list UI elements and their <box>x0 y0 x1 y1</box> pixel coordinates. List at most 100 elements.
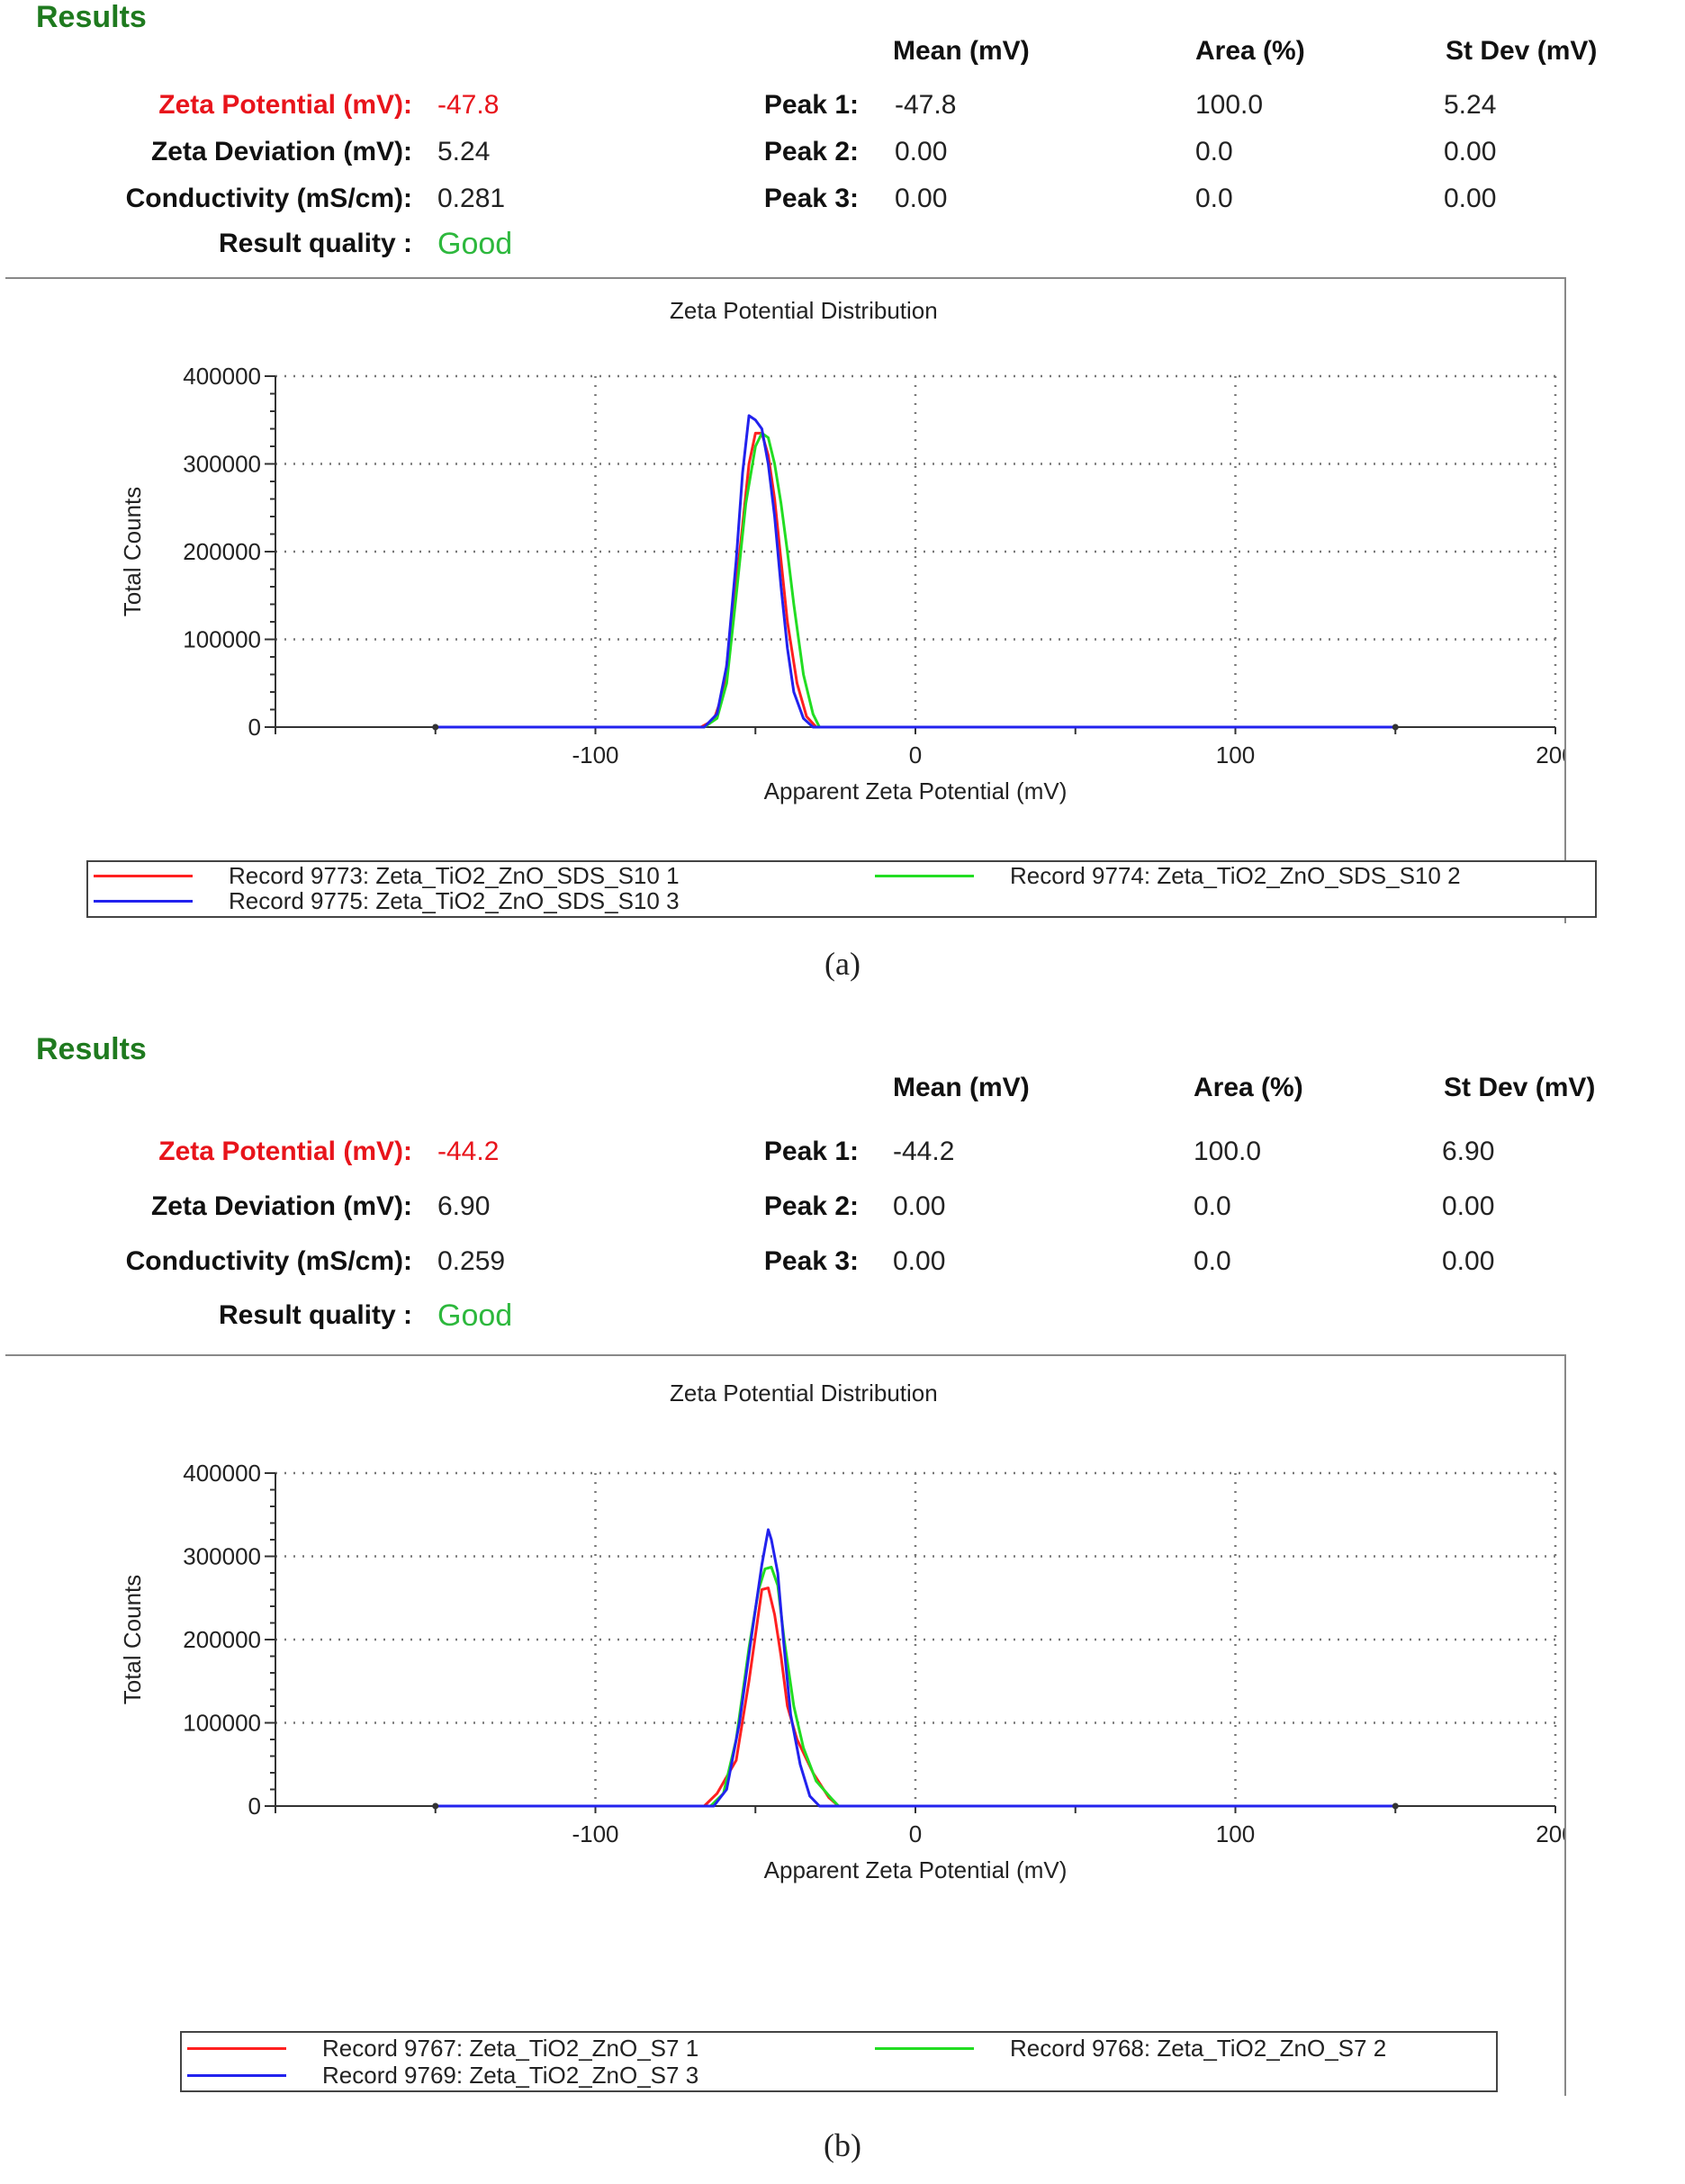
peak-2-label: Peak 2: <box>763 1191 859 1221</box>
legend-item: Record 9775: Zeta_TiO2_ZnO_SDS_S10 3 <box>94 887 904 914</box>
zeta-distribution-chart: 0 100000 200000 300000 400000 -100 0 100 200 Appa… <box>119 363 1564 804</box>
legend-swatch <box>94 875 193 877</box>
y-tick-label: 0 <box>248 714 261 741</box>
legend-swatch <box>875 875 974 877</box>
series-line <box>435 431 1396 729</box>
peak-3-area: 0.0 <box>1195 184 1233 213</box>
series-line <box>435 414 1396 729</box>
result-quality-label: Result quality : <box>218 1300 412 1330</box>
peak-2-label: Peak 2: <box>763 137 859 166</box>
legend-swatch <box>94 900 193 903</box>
zeta-potential-value: -44.2 <box>437 1137 500 1166</box>
area-column-header: Area (%) <box>1194 1073 1303 1102</box>
zeta-potential-label: Zeta Potential (mV): <box>158 90 412 120</box>
peak-3-mean: 0.00 <box>893 1246 946 1276</box>
baseline-marker <box>432 1802 439 1810</box>
legend-item: Record 9773: Zeta_TiO2_ZnO_SDS_S10 1 <box>94 862 904 889</box>
series-line <box>435 1586 1396 1808</box>
conductivity-label: Conductivity (mS/cm): <box>125 184 412 213</box>
legend-label: Record 9774: Zeta_TiO2_ZnO_SDS_S10 2 <box>1010 862 1461 889</box>
peak-3-stdev: 0.00 <box>1442 1246 1495 1276</box>
y-tick-label: 200000 <box>183 538 261 565</box>
peak-1-stdev: 5.24 <box>1444 90 1497 120</box>
peak-1-label: Peak 1: <box>763 90 859 120</box>
x-tick-label: 200 <box>1536 1820 1564 1847</box>
legend-label: Record 9775: Zeta_TiO2_ZnO_SDS_S10 3 <box>229 887 680 914</box>
zeta-deviation-label: Zeta Deviation (mV): <box>150 1191 412 1221</box>
results-heading: Results <box>36 1032 147 1066</box>
chart-frame: Zeta Potential Distribution 0 100000 20000… <box>5 1354 1566 2096</box>
peak-2-mean: 0.00 <box>893 1191 946 1221</box>
results-panel-a: Results Zeta Potential (mV): -47.8 Zeta … <box>0 0 1685 1001</box>
chart-frame: Zeta Potential Distribution 0 100000 20000… <box>5 277 1597 923</box>
peak-1-mean: -44.2 <box>893 1137 955 1166</box>
y-tick-label: 400000 <box>183 1460 261 1487</box>
result-quality-value: Good <box>437 1299 513 1333</box>
mean-column-header: Mean (mV) <box>893 1073 1030 1102</box>
x-tick-label: 0 <box>909 1820 922 1847</box>
series-line <box>435 1528 1396 1808</box>
stdev-column-header: St Dev (mV) <box>1444 1073 1596 1102</box>
peak-1-label: Peak 1: <box>763 1137 859 1166</box>
x-tick-label: -100 <box>572 741 618 768</box>
y-tick-label: 100000 <box>183 1710 261 1737</box>
stdev-column-header: St Dev (mV) <box>1446 36 1598 66</box>
zeta-potential-label: Zeta Potential (mV): <box>158 1137 412 1166</box>
x-tick-label: 100 <box>1216 741 1255 768</box>
zeta-distribution-chart: 0 100000 200000 300000 400000 -100 0 100 200 Appa… <box>119 1460 1564 1883</box>
x-axis-label: Apparent Zeta Potential (mV) <box>764 1856 1068 1883</box>
area-column-header: Area (%) <box>1195 36 1305 66</box>
peak-2-mean: 0.00 <box>895 137 948 166</box>
peak-2-area: 0.0 <box>1194 1191 1231 1221</box>
zeta-potential-value: -47.8 <box>437 90 500 120</box>
legend-label: Record 9767: Zeta_TiO2_ZnO_S7 1 <box>322 2035 699 2062</box>
legend-swatch <box>875 2047 974 2050</box>
baseline-marker <box>1392 1802 1399 1810</box>
legend-item: Record 9767: Zeta_TiO2_ZnO_S7 1 <box>187 2035 871 2062</box>
y-tick-label: 100000 <box>183 626 261 653</box>
chart-legend: Record 9773: Zeta_TiO2_ZnO_SDS_S10 1 Rec… <box>86 860 1597 918</box>
peak-2-stdev: 0.00 <box>1444 137 1497 166</box>
figure-caption-a: (a) <box>824 946 861 982</box>
peak-2-area: 0.0 <box>1195 137 1233 166</box>
peak-3-label: Peak 3: <box>763 184 859 213</box>
results-heading: Results <box>36 0 147 34</box>
x-tick-label: 100 <box>1216 1820 1255 1847</box>
x-axis-label: Apparent Zeta Potential (mV) <box>764 777 1068 804</box>
y-axis-label: Total Counts <box>119 487 146 617</box>
legend-label: Record 9768: Zeta_TiO2_ZnO_S7 2 <box>1010 2035 1387 2062</box>
legend-swatch <box>187 2047 286 2050</box>
conductivity-label: Conductivity (mS/cm): <box>125 1246 412 1276</box>
peak-2-stdev: 0.00 <box>1442 1191 1495 1221</box>
result-quality-value: Good <box>437 227 513 261</box>
y-tick-label: 300000 <box>183 1543 261 1570</box>
legend-item: Record 9769: Zeta_TiO2_ZnO_S7 3 <box>187 2062 871 2089</box>
y-tick-label: 200000 <box>183 1626 261 1653</box>
peak-3-label: Peak 3: <box>763 1246 859 1276</box>
chart-legend: Record 9767: Zeta_TiO2_ZnO_S7 1 Record 9… <box>180 2031 1498 2092</box>
baseline-marker <box>1392 724 1399 731</box>
peak-1-area: 100.0 <box>1194 1137 1262 1166</box>
chart-title: Zeta Potential Distribution <box>670 1380 938 1407</box>
mean-column-header: Mean (mV) <box>893 36 1030 66</box>
zeta-deviation-value: 6.90 <box>437 1191 491 1221</box>
x-tick-label: 0 <box>909 741 922 768</box>
conductivity-value: 0.281 <box>437 184 506 213</box>
y-tick-label: 300000 <box>183 451 261 478</box>
peak-3-stdev: 0.00 <box>1444 184 1497 213</box>
y-axis-label: Total Counts <box>119 1575 146 1705</box>
y-tick-label: 400000 <box>183 363 261 390</box>
legend-label: Record 9773: Zeta_TiO2_ZnO_SDS_S10 1 <box>229 862 680 889</box>
legend-item: Record 9768: Zeta_TiO2_ZnO_S7 2 <box>875 2035 1487 2062</box>
result-quality-label: Result quality : <box>218 229 412 258</box>
legend-item: Record 9774: Zeta_TiO2_ZnO_SDS_S10 2 <box>875 862 1595 889</box>
legend-label: Record 9769: Zeta_TiO2_ZnO_S7 3 <box>322 2062 699 2089</box>
figure-caption-b: (b) <box>824 2127 861 2163</box>
x-tick-label: 200 <box>1536 741 1564 768</box>
peak-3-area: 0.0 <box>1194 1246 1231 1276</box>
legend-swatch <box>187 2074 286 2077</box>
zeta-deviation-label: Zeta Deviation (mV): <box>150 137 412 166</box>
peak-3-mean: 0.00 <box>895 184 948 213</box>
x-tick-label: -100 <box>572 1820 618 1847</box>
peak-1-area: 100.0 <box>1195 90 1264 120</box>
